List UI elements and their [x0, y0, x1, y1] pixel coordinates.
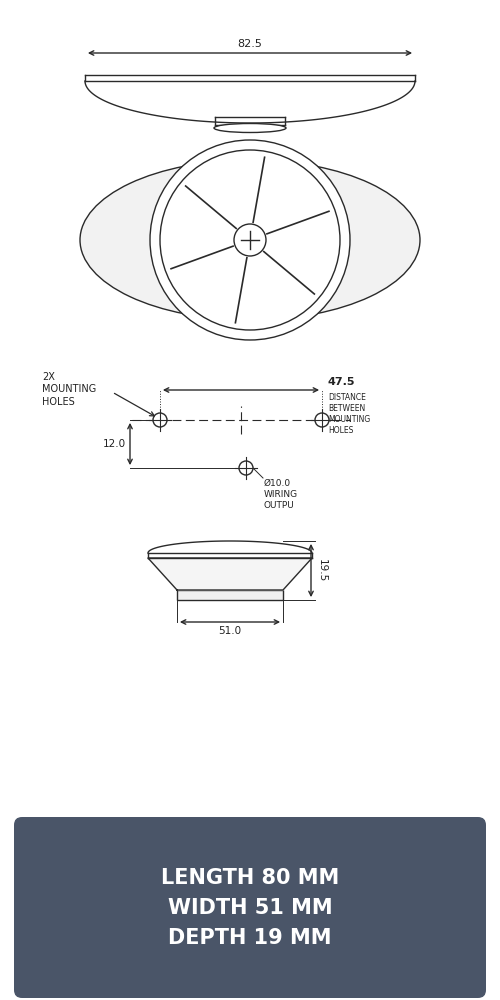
- Ellipse shape: [80, 160, 420, 320]
- Bar: [177, 590, 283, 600]
- Text: 51.0: 51.0: [218, 626, 242, 636]
- Circle shape: [153, 413, 167, 427]
- Text: DEPTH 19 MM: DEPTH 19 MM: [168, 928, 332, 948]
- Text: 2X
MOUNTING
HOLES: 2X MOUNTING HOLES: [42, 372, 96, 407]
- Text: Ø10.0
WIRING
OUTPU: Ø10.0 WIRING OUTPU: [264, 479, 298, 510]
- FancyBboxPatch shape: [14, 817, 486, 998]
- Circle shape: [315, 413, 329, 427]
- Text: WIDTH 51 MM: WIDTH 51 MM: [168, 898, 332, 918]
- Circle shape: [234, 224, 266, 256]
- Circle shape: [239, 461, 253, 475]
- Text: 12.0: 12.0: [103, 439, 126, 449]
- Text: LENGTH 80 MM: LENGTH 80 MM: [161, 867, 339, 888]
- Text: 82.5: 82.5: [238, 39, 262, 49]
- Ellipse shape: [214, 123, 286, 132]
- Text: 47.5: 47.5: [328, 377, 355, 387]
- Text: 19.5: 19.5: [317, 559, 327, 582]
- Polygon shape: [148, 558, 312, 590]
- Text: DISTANCE
BETWEEN
MOUNTING
HOLES: DISTANCE BETWEEN MOUNTING HOLES: [328, 393, 370, 435]
- Circle shape: [160, 150, 340, 330]
- Circle shape: [150, 140, 350, 340]
